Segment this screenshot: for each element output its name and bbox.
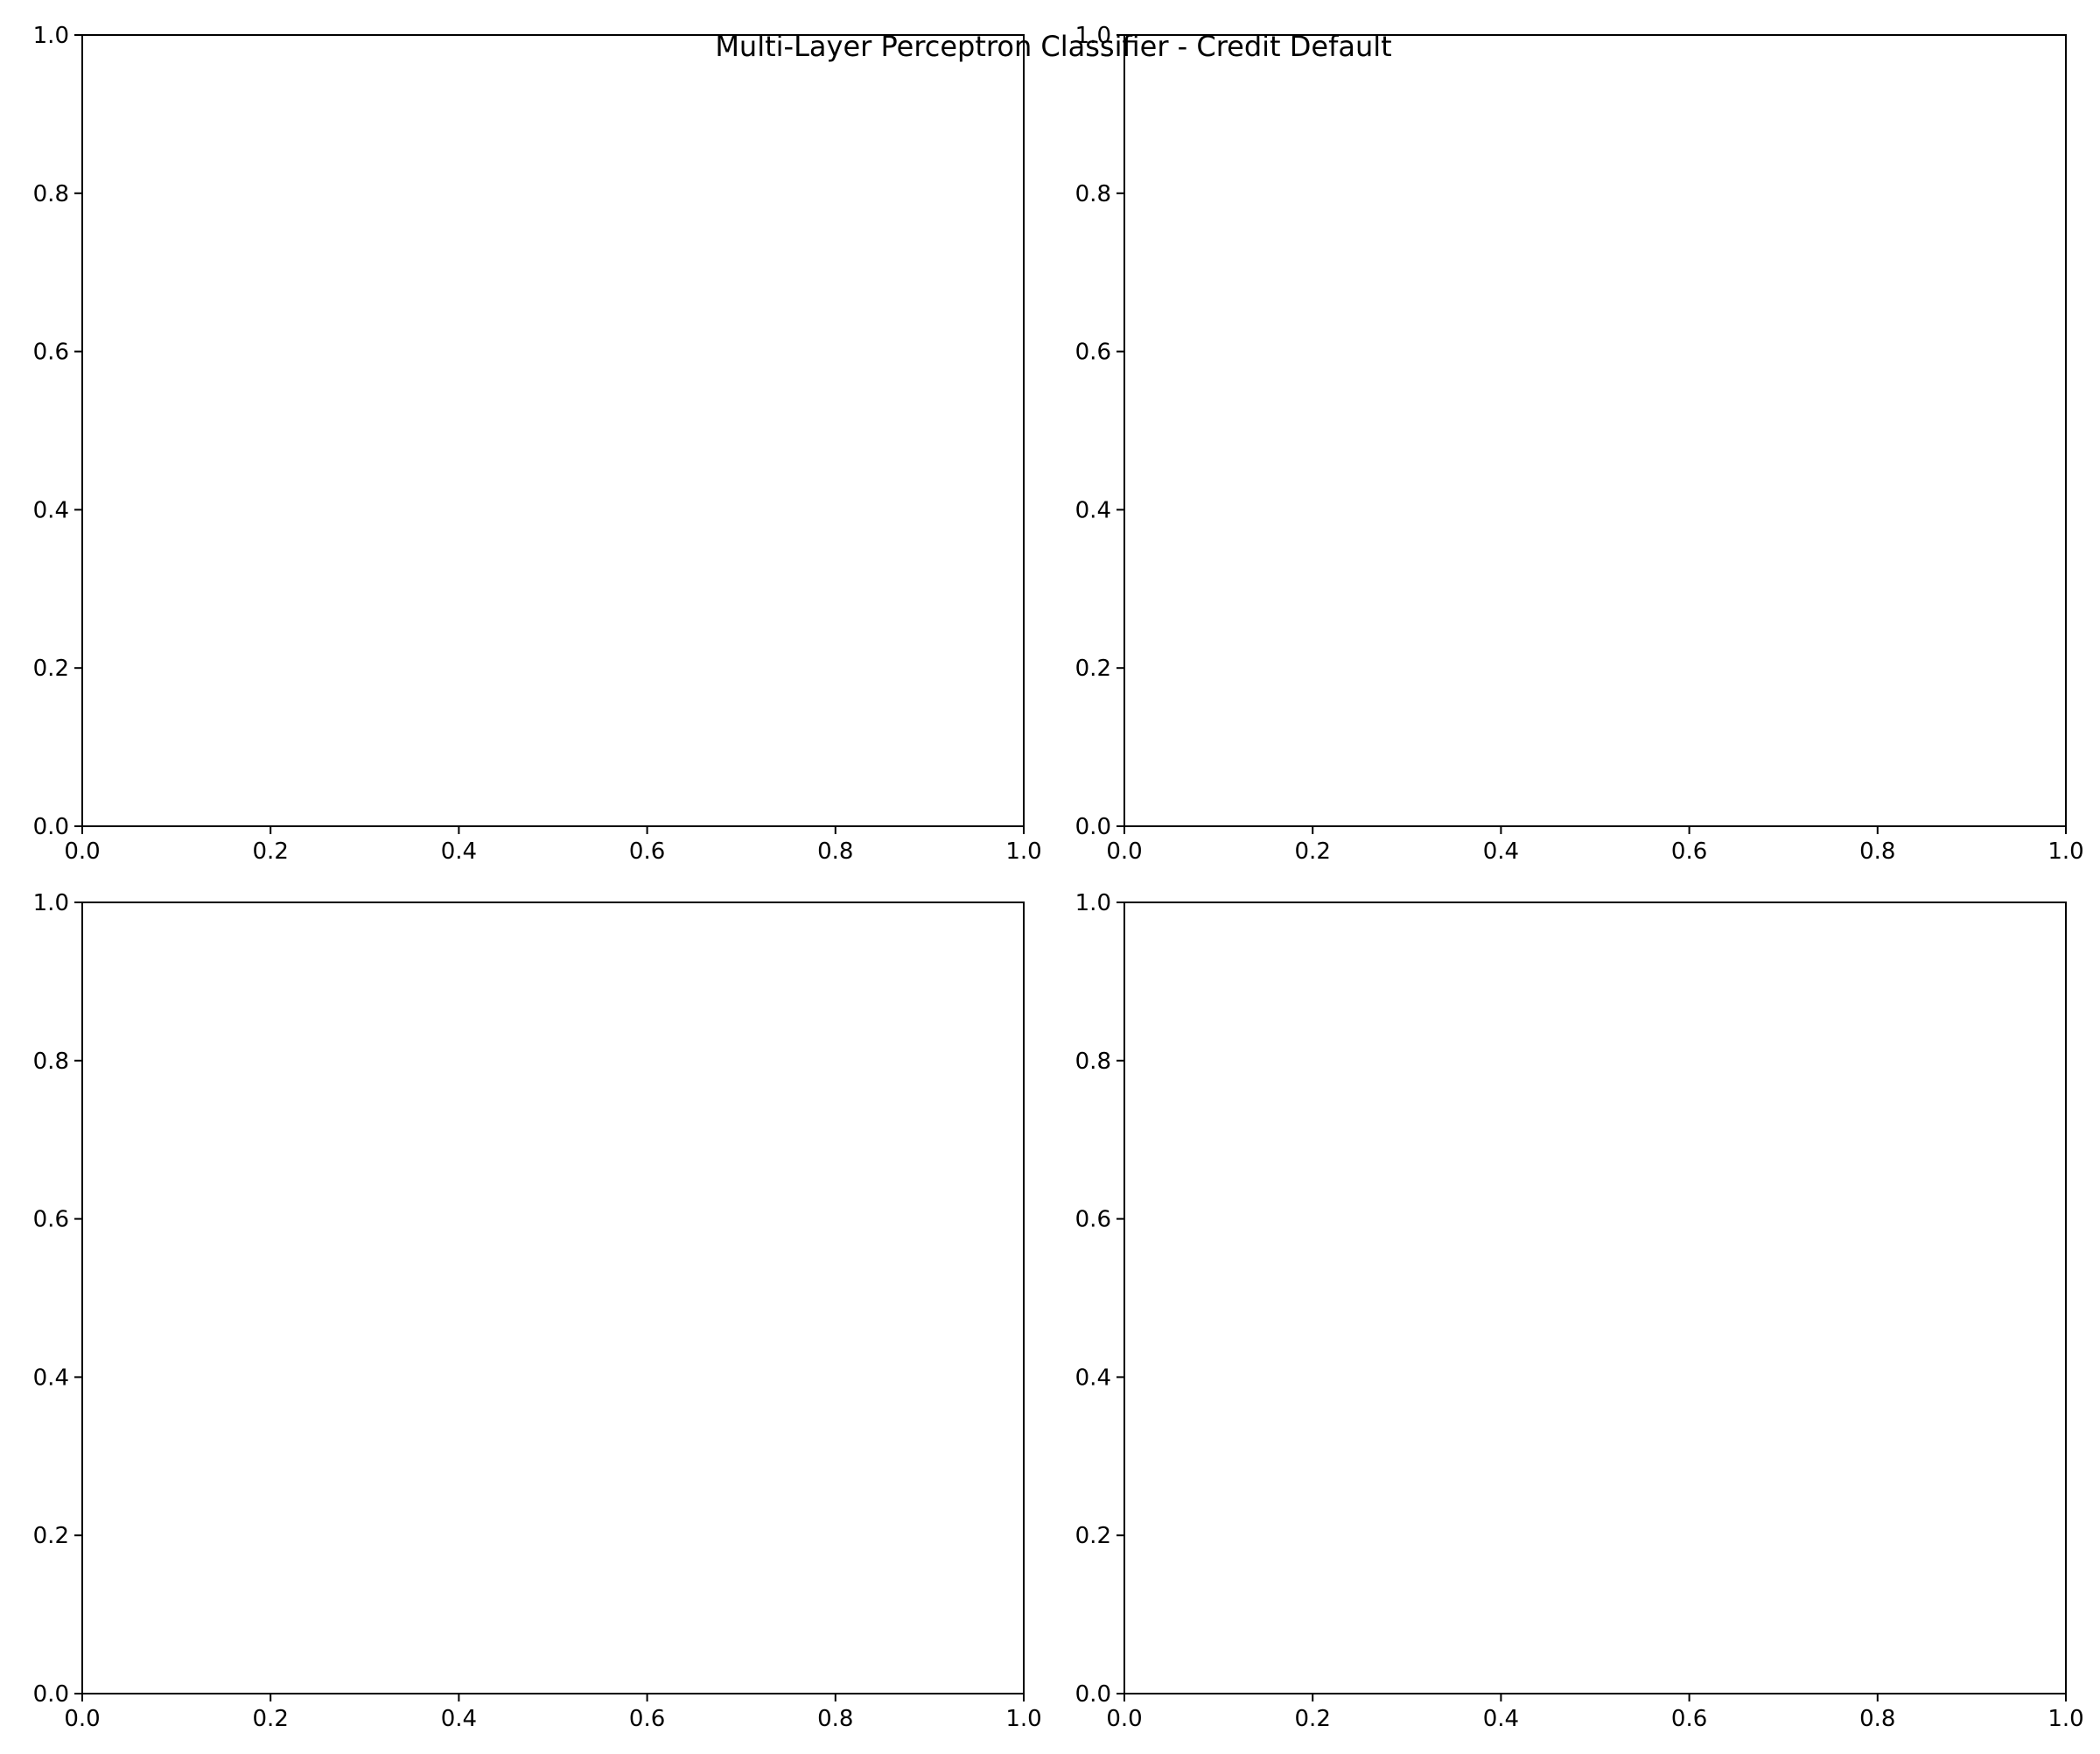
plot-frame bbox=[1124, 902, 2067, 1694]
x-tick-label: 0.0 bbox=[1106, 838, 1142, 865]
x-tick-label: 0.2 bbox=[253, 838, 289, 865]
x-tick-label: 0.0 bbox=[64, 1706, 100, 1732]
y-tick-label: 0.8 bbox=[1075, 1049, 1111, 1075]
x-tick-label: 0.8 bbox=[817, 1706, 853, 1732]
y-tick-label: 0.0 bbox=[33, 814, 69, 840]
x-tick-label: 0.4 bbox=[1483, 1706, 1519, 1732]
axes-bottom-right: 0.0 0.2 0.4 0.6 0.8 1.0 0.0 0.2 0.4 0.6 0.8 1.0 bbox=[1075, 890, 2084, 1732]
y-tick-label: 0.2 bbox=[1075, 656, 1111, 682]
y-tick-label: 0.4 bbox=[33, 497, 69, 523]
plot-frame bbox=[81, 34, 1025, 827]
x-tick-label: 0.6 bbox=[629, 1706, 665, 1732]
axes-top-right: 0.0 0.2 0.4 0.6 0.8 1.0 0.0 0.2 0.4 0.6 0.8 1.0 bbox=[1075, 23, 2084, 865]
y-tick-label: 0.2 bbox=[1075, 1523, 1111, 1549]
x-tick-label: 0.8 bbox=[1859, 838, 1895, 865]
y-tick-label: 1.0 bbox=[33, 890, 69, 916]
y-tick-label: 0.0 bbox=[33, 1681, 69, 1708]
plot-frame bbox=[1124, 34, 2067, 827]
x-tick-label: 0.6 bbox=[1671, 838, 1707, 865]
axes-bottom-left: 0.0 0.2 0.4 0.6 0.8 1.0 0.0 0.2 0.4 0.6 0.8 1.0 bbox=[33, 890, 1042, 1732]
x-tick-label: 0.6 bbox=[629, 838, 665, 865]
x-tick-label: 1.0 bbox=[1005, 1706, 1041, 1732]
y-tick-label: 1.0 bbox=[1075, 23, 1111, 49]
y-tick-label: 0.4 bbox=[1075, 1365, 1111, 1391]
y-tick-label: 0.8 bbox=[33, 1049, 69, 1075]
y-tick-label: 0.4 bbox=[33, 1365, 69, 1391]
y-tick-label: 0.6 bbox=[33, 340, 69, 366]
x-tick-label: 0.2 bbox=[253, 1706, 289, 1732]
x-tick-label: 0.2 bbox=[1295, 1706, 1331, 1732]
y-tick-label: 0.2 bbox=[33, 1523, 69, 1549]
axes-top-left: 0.0 0.2 0.4 0.6 0.8 1.0 0.0 0.2 0.4 0.6 0.8 1.0 bbox=[33, 23, 1042, 865]
y-tick-label: 0.8 bbox=[33, 181, 69, 207]
y-tick-label: 0.8 bbox=[1075, 181, 1111, 207]
y-tick-label: 0.4 bbox=[1075, 497, 1111, 523]
y-tick-label: 0.6 bbox=[33, 1207, 69, 1233]
x-tick-label: 0.6 bbox=[1671, 1706, 1707, 1732]
x-tick-label: 0.4 bbox=[1483, 838, 1519, 865]
x-tick-label: 0.8 bbox=[817, 838, 853, 865]
x-tick-label: 1.0 bbox=[2048, 1706, 2083, 1732]
x-tick-label: 0.4 bbox=[441, 838, 477, 865]
x-tick-label: 0.0 bbox=[64, 838, 100, 865]
x-tick-label: 0.4 bbox=[441, 1706, 477, 1732]
x-tick-label: 1.0 bbox=[2048, 838, 2083, 865]
axes-layer: 0.0 0.2 0.4 0.6 0.8 1.00.00.20.40.60.81.00.0 0… bbox=[33, 23, 2084, 1732]
x-tick-label: 0.8 bbox=[1859, 1706, 1895, 1732]
plot-frame bbox=[81, 902, 1025, 1694]
y-tick-label: 0.0 bbox=[1075, 1681, 1111, 1708]
y-tick-label: 1.0 bbox=[33, 23, 69, 49]
x-tick-label: 0.2 bbox=[1295, 838, 1331, 865]
y-tick-label: 1.0 bbox=[1075, 890, 1111, 916]
x-tick-label: 0.0 bbox=[1106, 1706, 1142, 1732]
x-tick-label: 1.0 bbox=[1005, 838, 1041, 865]
y-tick-label: 0.0 bbox=[1075, 814, 1111, 840]
y-tick-label: 0.2 bbox=[33, 656, 69, 682]
y-tick-label: 0.6 bbox=[1075, 1207, 1111, 1233]
y-tick-label: 0.6 bbox=[1075, 340, 1111, 366]
figure-title: Multi-Layer Perceptron Classifier - Cred… bbox=[715, 30, 1391, 63]
